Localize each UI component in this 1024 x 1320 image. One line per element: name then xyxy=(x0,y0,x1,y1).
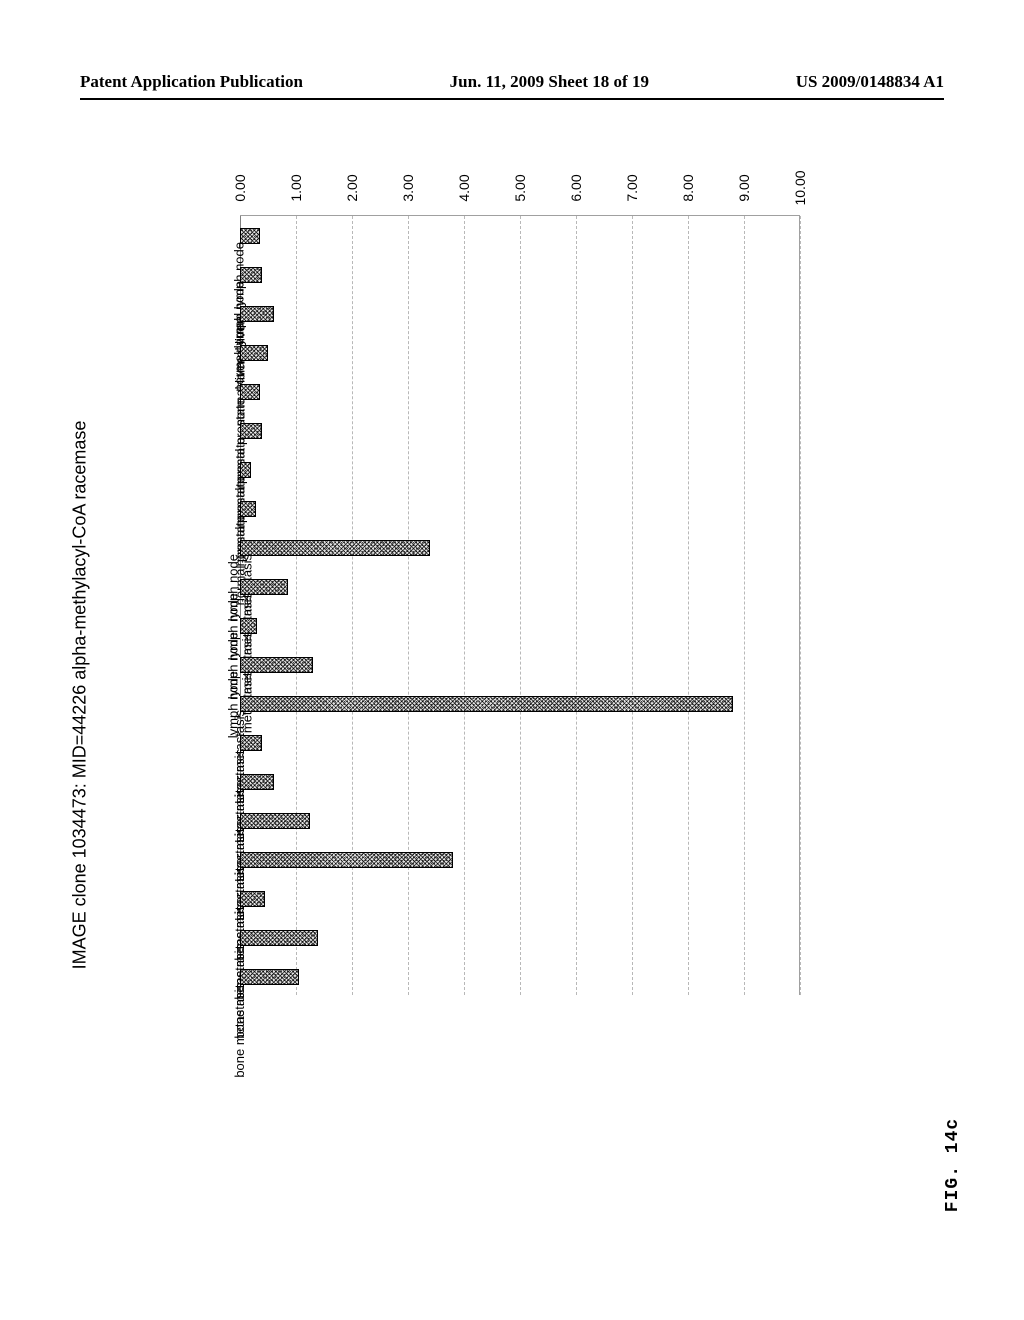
bar-row: Liver metastasis xyxy=(240,694,800,714)
bar-row: normal lymph node xyxy=(240,226,800,246)
bar-row: lymph nodemetastasis xyxy=(240,655,800,675)
page-header: Patent Application Publication Jun. 11, … xyxy=(80,72,944,100)
axis-tick-label: 3.00 xyxy=(400,174,416,201)
plot-area: 0.001.002.003.004.005.006.007.008.009.00… xyxy=(240,215,800,995)
bar xyxy=(240,852,453,868)
bar-row: normal prostate xyxy=(240,460,800,480)
bar-row: Liver metastasis xyxy=(240,733,800,753)
bar-row: bone metastasis xyxy=(240,850,800,870)
axis-tick-label: 5.00 xyxy=(512,174,528,201)
bar-row: lymph nodemetastasis xyxy=(240,616,800,636)
axis-tick-label: 9.00 xyxy=(736,174,752,201)
gridline xyxy=(744,216,745,995)
gridline xyxy=(408,216,409,995)
axis-tick-label: 0.00 xyxy=(232,174,248,201)
bar xyxy=(240,813,310,829)
bar xyxy=(240,930,318,946)
axis-tick-label: 4.00 xyxy=(456,174,472,201)
header-center: Jun. 11, 2009 Sheet 18 of 19 xyxy=(450,72,649,92)
bar-row: normal liver xyxy=(240,304,800,324)
gridline xyxy=(632,216,633,995)
figure-label: FIG. 14c xyxy=(943,1118,963,1212)
bar-row: normal lymph node xyxy=(240,265,800,285)
bar xyxy=(240,696,733,712)
bar-row: Liver metastasis xyxy=(240,811,800,831)
header-right: US 2009/0148834 A1 xyxy=(796,72,944,92)
header-left: Patent Application Publication xyxy=(80,72,303,92)
bar-row: normal prostate xyxy=(240,382,800,402)
axis-tick-label: 7.00 xyxy=(624,174,640,201)
gridline xyxy=(800,216,801,995)
bar xyxy=(240,540,430,556)
axis-tick-label: 1.00 xyxy=(288,174,304,201)
bar-row: normal liver xyxy=(240,343,800,363)
bar-row: lymph nodemetastasis xyxy=(240,538,800,558)
bar-row: lymph nodemetastasis xyxy=(240,577,800,597)
gridline xyxy=(520,216,521,995)
axis-tick-label: 8.00 xyxy=(680,174,696,201)
bar-row: normal prostate xyxy=(240,421,800,441)
axis-tick-label: 2.00 xyxy=(344,174,360,201)
bar-row: bone metastasis xyxy=(240,928,800,948)
gridline xyxy=(576,216,577,995)
category-label: bone metastasis xyxy=(233,977,247,1078)
axis-tick-label: 10.00 xyxy=(792,170,808,205)
axis-tick-label: 6.00 xyxy=(568,174,584,201)
gridline xyxy=(296,216,297,995)
bar-row: Liver metastasis xyxy=(240,772,800,792)
gridline xyxy=(464,216,465,995)
bar-row: bone metastasis xyxy=(240,889,800,909)
bar-row: bone metastasis xyxy=(240,967,800,987)
bar xyxy=(240,969,299,985)
chart-container: IMAGE clone 1034473: MID=44226 alpha-met… xyxy=(90,195,940,1195)
chart-title: IMAGE clone 1034473: MID=44226 alpha-met… xyxy=(70,421,91,970)
gridline xyxy=(688,216,689,995)
gridline xyxy=(352,216,353,995)
bar-row: normal prostate xyxy=(240,499,800,519)
